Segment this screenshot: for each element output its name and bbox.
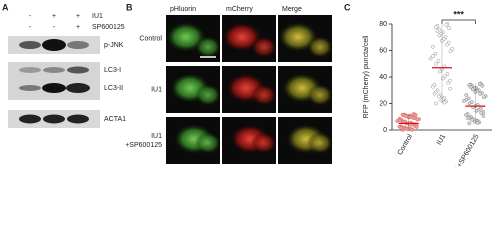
dot <box>467 101 472 106</box>
treatment-sign: - <box>29 13 32 20</box>
dot <box>478 92 483 96</box>
dot <box>479 111 484 115</box>
x-tick-label: IU1+SP600125 <box>451 133 481 167</box>
dot <box>470 118 475 122</box>
y-tick-label: 40 <box>379 74 387 81</box>
cell <box>307 84 333 106</box>
treatment-label: IU1 <box>92 13 103 20</box>
cell <box>195 84 221 106</box>
dot <box>462 99 466 103</box>
dot <box>481 114 486 118</box>
dot <box>472 120 477 124</box>
panel-label: B <box>126 2 133 12</box>
dot <box>409 128 413 132</box>
dot <box>436 59 441 63</box>
significance-bracket <box>441 19 476 24</box>
row-label: IU1 <box>151 133 162 140</box>
dot <box>443 74 447 79</box>
dot <box>448 86 452 91</box>
dot <box>395 119 400 123</box>
column-header: Merge <box>282 6 302 13</box>
dot <box>432 91 437 96</box>
column-header: pHluorin <box>170 6 196 13</box>
treatment-sign: + <box>52 13 56 20</box>
panel-label: C <box>344 2 351 12</box>
dot <box>446 81 450 85</box>
dot <box>447 26 451 31</box>
dot <box>444 23 449 27</box>
dot <box>433 51 438 56</box>
cell <box>307 132 333 154</box>
dot <box>435 29 440 33</box>
row-label: +SP600125 <box>125 142 162 149</box>
dot <box>434 61 438 66</box>
dot <box>448 49 453 54</box>
dot <box>431 44 435 49</box>
cell <box>251 132 277 154</box>
dot <box>482 95 486 100</box>
dot <box>406 127 410 132</box>
cell <box>195 132 221 154</box>
dot-cloud <box>462 81 488 126</box>
dot <box>434 101 438 106</box>
dot <box>431 54 435 58</box>
treatment-sign: + <box>76 13 80 20</box>
dot-cloud <box>395 112 421 132</box>
dot <box>464 93 469 97</box>
y-axis-label: RFP (mCherry) puncta/cell <box>363 35 370 118</box>
significance-label: *** <box>453 9 464 19</box>
cell <box>251 36 277 58</box>
dot <box>480 83 485 88</box>
x-tick-label: IU1 <box>436 133 448 146</box>
dot <box>445 42 449 47</box>
dot <box>476 121 480 125</box>
treatment-sign: + <box>76 24 80 31</box>
band-label: LC3-II <box>104 85 123 92</box>
dot <box>414 125 419 129</box>
y-tick-label: 60 <box>379 47 387 54</box>
panel-label: A <box>2 2 9 12</box>
band-label: LC3-I <box>104 67 121 74</box>
dot <box>399 126 404 130</box>
cell <box>307 36 333 58</box>
dot-cloud <box>428 22 455 106</box>
cell <box>195 36 221 58</box>
dot <box>442 100 447 105</box>
x-tick-label: Control <box>397 133 415 156</box>
dot <box>470 87 475 92</box>
dot <box>437 33 442 38</box>
dot <box>411 116 416 121</box>
dot <box>466 116 470 121</box>
dot <box>437 94 441 99</box>
row-label: Control <box>139 35 162 42</box>
western-blot <box>8 36 100 128</box>
dot <box>430 84 435 89</box>
y-tick-label: 0 <box>383 127 387 134</box>
dot <box>448 78 452 83</box>
y-tick-label: 20 <box>379 100 387 107</box>
treatment-sign: - <box>29 24 32 31</box>
y-tick-label: 80 <box>379 21 387 28</box>
treatment-label: SP600125 <box>92 24 125 31</box>
page: {"panel_a": {"label": "A", "treatments":… <box>2 2 492 167</box>
dot <box>445 72 450 76</box>
band-label: ACTA1 <box>104 116 126 123</box>
dot <box>464 113 468 117</box>
dot <box>428 56 433 61</box>
dot <box>477 82 482 86</box>
dot <box>467 121 472 126</box>
cell <box>251 84 277 106</box>
dot <box>415 117 419 122</box>
dot <box>413 113 418 117</box>
dot <box>468 85 473 89</box>
dot <box>437 69 442 74</box>
band-label: p-JNK <box>104 42 124 49</box>
row-label: IU1 <box>151 86 162 93</box>
treatment-sign: - <box>53 24 56 31</box>
dot <box>434 25 438 29</box>
dot <box>439 98 444 103</box>
column-header: mCherry <box>226 6 253 13</box>
